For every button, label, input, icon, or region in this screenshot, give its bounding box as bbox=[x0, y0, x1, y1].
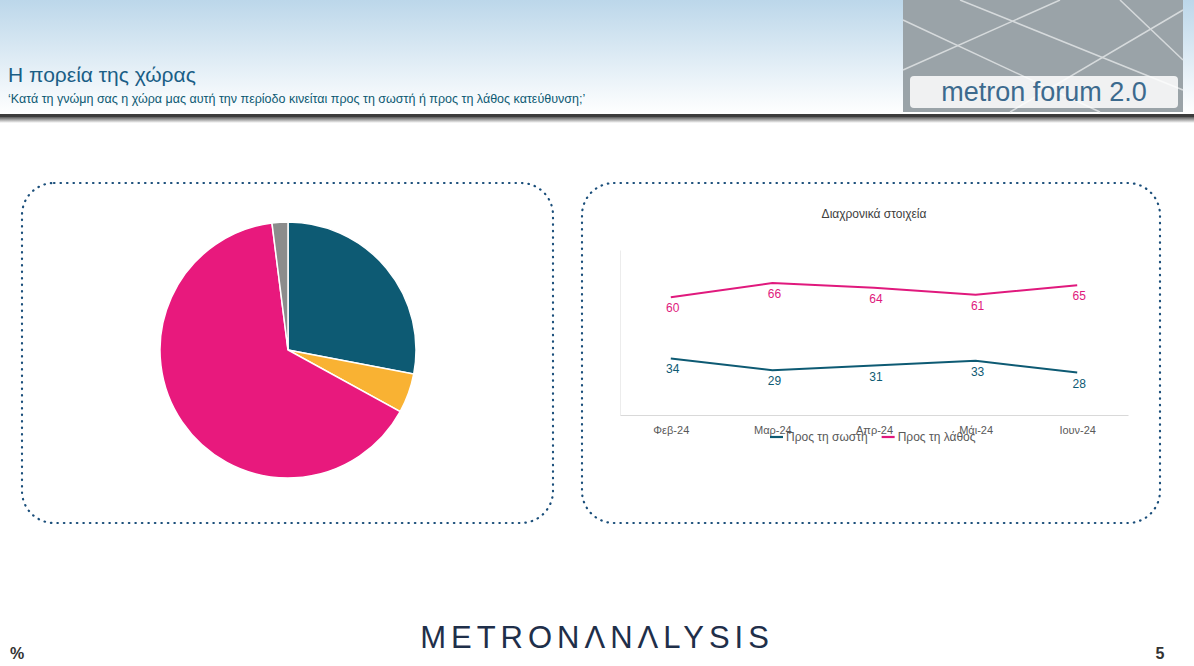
x-axis: Φεβ-24Μαρ-24Απρ-24Μάι-24Ιουν-24 bbox=[621, 415, 1129, 436]
header-shadow bbox=[0, 117, 1194, 123]
logo-line bbox=[1120, 0, 1183, 60]
subtitle: ‘Κατά τη γνώμη σας η χώρα μας αυτή την π… bbox=[8, 92, 585, 106]
pie bbox=[160, 222, 416, 478]
data-label: 60 bbox=[666, 301, 680, 315]
pie-slice bbox=[288, 222, 416, 374]
data-label: 34 bbox=[666, 362, 680, 376]
plot-area bbox=[671, 283, 1077, 373]
data-label: 33 bbox=[971, 365, 985, 379]
legend-label: Προς τη σωστή bbox=[786, 430, 868, 444]
panel-frame bbox=[582, 183, 1160, 523]
data-label: 29 bbox=[768, 374, 782, 388]
header-band bbox=[0, 0, 1194, 114]
pie-slice bbox=[272, 222, 288, 350]
footer-brand: METRONΛNΛLYSIS bbox=[420, 620, 774, 655]
y-axis bbox=[620, 251, 621, 416]
chart-title: Διαχρονικά στοιχεία bbox=[822, 207, 927, 221]
unit-note: % bbox=[10, 645, 24, 662]
logo-bg bbox=[903, 0, 1183, 112]
x-tick-label: Ιουν-24 bbox=[1059, 424, 1096, 436]
data-labels: 34 29 31 33 28 60 66 64 61 65 bbox=[666, 287, 1086, 391]
x-tick-label: Φεβ-24 bbox=[653, 424, 689, 436]
x-tick: Φεβ-24 bbox=[653, 415, 689, 436]
data-label: 65 bbox=[1073, 289, 1087, 303]
logo: metron forum 2.0 bbox=[903, 0, 1183, 112]
logo-text: metron forum 2.0 bbox=[941, 77, 1147, 107]
slide: Η πορεία της χώρας ‘Κατά τη γνώμη σας η χ… bbox=[0, 0, 1194, 666]
data-label: 64 bbox=[869, 292, 883, 306]
logo-text-bg bbox=[910, 76, 1178, 108]
line-chart: Διαχρονικά στοιχεία Φεβ-24Μαρ-24Απρ-24Μάι… bbox=[621, 207, 1129, 444]
legend-swatch bbox=[882, 436, 895, 438]
x-tick: Ιουν-24 bbox=[1059, 415, 1096, 436]
x-axis-line bbox=[621, 415, 1129, 416]
data-label: 66 bbox=[768, 287, 782, 301]
panel-frame bbox=[22, 183, 553, 523]
title: Η πορεία της χώρας bbox=[8, 63, 196, 86]
y-axis-line bbox=[620, 251, 621, 416]
data-label: 28 bbox=[1073, 377, 1087, 391]
data-label: 61 bbox=[971, 299, 985, 313]
data-label: 31 bbox=[869, 370, 883, 384]
header-rule bbox=[0, 114, 1194, 117]
logo-line bbox=[903, 0, 1060, 70]
legend-label: Προς τη λάθος bbox=[898, 430, 976, 444]
legend: Προς τη σωστή Προς τη λάθος bbox=[770, 430, 976, 444]
page-number: 5 bbox=[1156, 645, 1165, 662]
legend-swatch bbox=[770, 436, 783, 438]
